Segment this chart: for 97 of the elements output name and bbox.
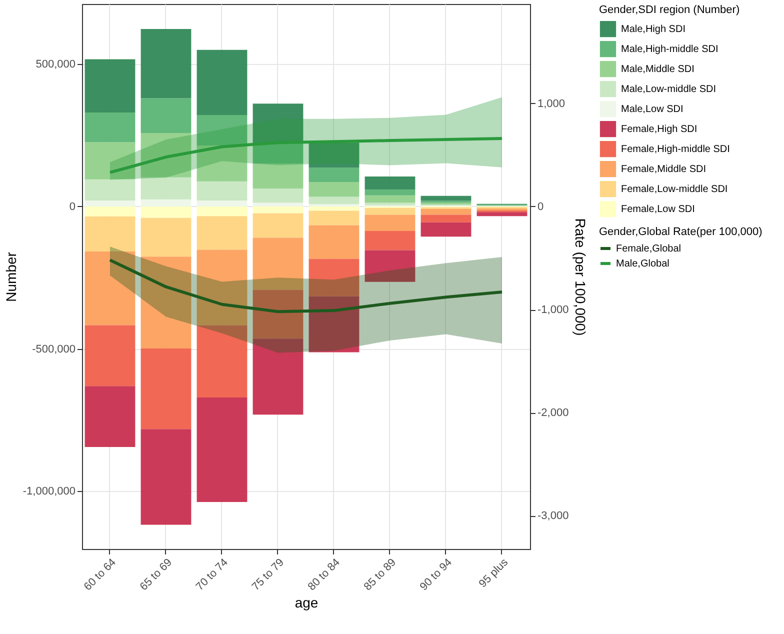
bar: [364, 214, 416, 231]
bar: [196, 50, 248, 116]
y-axis-title: Number: [2, 252, 19, 302]
x-tick-label: 70 to 74: [194, 556, 230, 594]
bar: [364, 202, 416, 206]
bar: [84, 142, 136, 180]
bar: [252, 104, 304, 143]
bar: [196, 398, 248, 502]
bar: [308, 210, 360, 226]
y-tick-label: 0: [69, 200, 76, 213]
bar: [84, 206, 136, 216]
bar: [252, 238, 304, 290]
bar: [364, 190, 416, 196]
legend-label: Female,Middle SDI: [621, 164, 706, 175]
x-tick-label: 85 to 89: [362, 556, 398, 594]
x-tick-label: 60 to 64: [82, 556, 118, 594]
bar: [308, 296, 360, 352]
y-tick-label: 500,000: [36, 58, 76, 71]
bar: [364, 195, 416, 203]
legend-label: Male,Low-middle SDI: [621, 84, 716, 95]
legend-label: Male,Global: [616, 258, 670, 270]
bar: [140, 429, 192, 525]
legend-label: Male,High-middle SDI: [621, 44, 718, 55]
bar: [420, 214, 472, 222]
y-tick-label: -1,000,000: [22, 486, 76, 498]
bar: [140, 206, 192, 218]
bar: [308, 258, 360, 296]
y2-tick-label: 0: [538, 200, 544, 213]
bar: [252, 290, 304, 339]
bar: [84, 386, 136, 448]
bar: [364, 208, 416, 215]
bar: [196, 325, 248, 398]
bar: [140, 348, 192, 430]
bar: [476, 212, 528, 216]
bar: [196, 200, 248, 206]
bar: [84, 179, 136, 200]
x-tick-label: 75 to 79: [250, 556, 286, 594]
bar: [308, 168, 360, 182]
legend-label: Female,High SDI: [621, 124, 698, 135]
bar: [252, 202, 304, 206]
legend-label: Female,High-middle SDI: [621, 144, 730, 155]
bar: [252, 338, 304, 415]
bar: [252, 206, 304, 214]
bar: [84, 112, 136, 142]
bar: [140, 177, 192, 200]
legend-label: Male,Low SDI: [621, 104, 684, 115]
bar: [84, 59, 136, 112]
bar: [252, 142, 304, 164]
bar: [196, 181, 248, 200]
bar: [84, 325, 136, 386]
bar: [308, 225, 360, 259]
bar: [420, 209, 472, 215]
x-tick-label: 80 to 84: [306, 556, 342, 594]
bar: [308, 196, 360, 204]
bar: [196, 146, 248, 182]
bar: [84, 216, 136, 252]
y-tick-label: -500,000: [32, 343, 76, 356]
bar: [420, 196, 472, 201]
legend-title: Gender,SDI region (Number): [599, 4, 740, 16]
bar: [196, 206, 248, 216]
text: Gender,Global Rate(per 100,000): [599, 226, 762, 238]
bar: [84, 200, 136, 206]
x-axis-title: age: [294, 594, 318, 610]
y2-axis-title: Rate (per 100,000): [572, 218, 589, 336]
legend-label: Female,Global: [616, 244, 682, 254]
bar: [140, 218, 192, 257]
bar: [252, 188, 304, 203]
legend-label: Female,Low-middle SDI: [621, 184, 728, 195]
bar: [140, 132, 192, 178]
bar: [364, 176, 416, 190]
bar: [308, 142, 360, 168]
line-series: [108, 136, 504, 174]
legend-label: Male,Middle SDI: [621, 64, 694, 75]
bar: [364, 230, 416, 250]
y2-tick-label: -1,000: [538, 304, 569, 316]
y2-tick-label: -3,000: [538, 510, 569, 522]
bar: [196, 250, 248, 326]
bar: [140, 256, 192, 349]
x-tick-label: 65 to 69: [138, 556, 174, 594]
bar: [252, 213, 304, 238]
bar: [420, 222, 472, 237]
legend-label: Male,High SDI: [621, 24, 686, 35]
bar: [196, 216, 248, 250]
bar: [364, 250, 416, 282]
legend-label: Female,Low SDI: [621, 204, 695, 215]
bar: [196, 115, 248, 146]
bar: [308, 206, 360, 211]
x-tick-label: 90 to 94: [418, 556, 454, 594]
bar: [140, 29, 192, 98]
bar: [252, 164, 304, 189]
bar: [84, 251, 136, 326]
bar: [140, 199, 192, 206]
bar: [140, 98, 192, 133]
y2-tick-label: 1,000: [538, 98, 566, 110]
bar: [308, 182, 360, 197]
line-series: [108, 258, 504, 314]
y2-tick-label: -2,000: [538, 407, 569, 420]
